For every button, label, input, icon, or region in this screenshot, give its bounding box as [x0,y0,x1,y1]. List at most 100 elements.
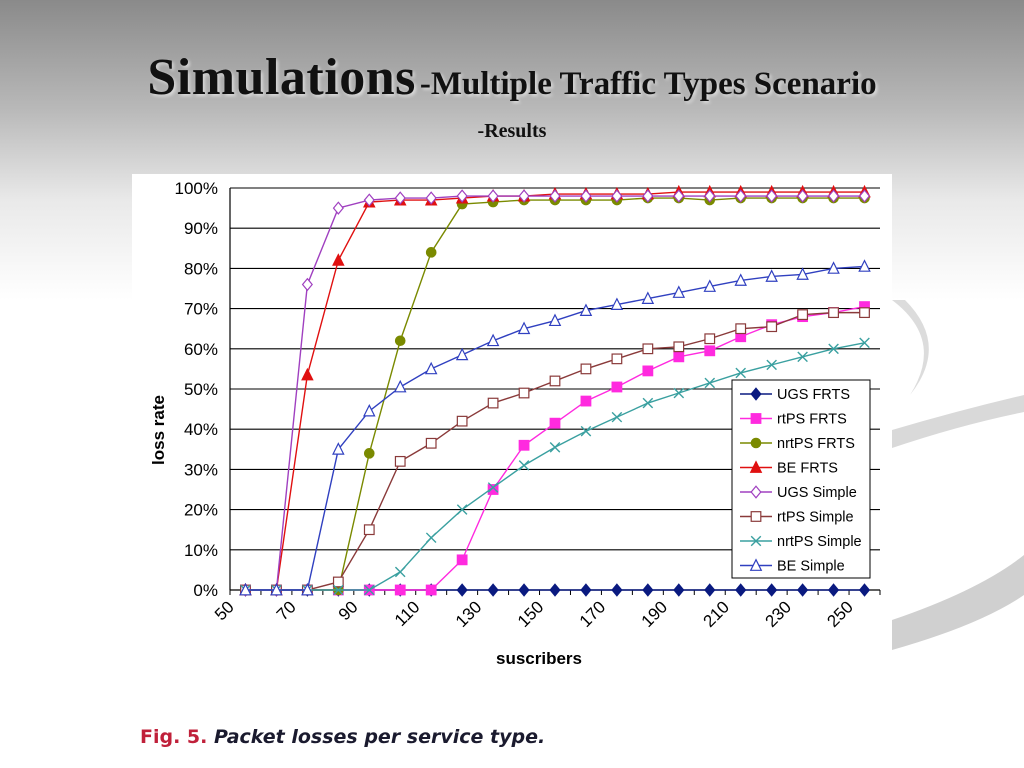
legend-label-rtps-simple: rtPS Simple [777,510,854,526]
x-tick-label: 170 [576,597,609,630]
legend-marker-ugs-frts [750,387,762,401]
data-point [704,377,716,389]
x-stroke [363,584,375,596]
data-point [797,189,809,203]
data-point [672,285,686,298]
caption-figure-number: Fig. 5. [140,726,208,748]
data-point [766,189,778,203]
data-point [858,259,871,272]
y-ticks: 0% 10% 20% 30% 40% 50% 60% 70% 80% 90% 100% [175,179,218,600]
data-point [363,403,376,417]
data-point [301,367,314,381]
legend-label-nrtps-frts: nrtPS FRTS [777,436,855,452]
data-point [394,335,406,347]
data-point [642,397,654,409]
data-point [425,532,437,544]
data-point [610,297,624,310]
loss-rate-chart: 0% 10% 20% 30% 40% 50% 60% 70% 80% 90% 100% 50 70 90… [149,179,881,668]
data-point [642,343,654,355]
data-point [641,291,655,304]
data-point [642,189,654,203]
data-point [393,379,407,393]
x-tick-label: 110 [391,597,424,630]
data-point [332,253,345,266]
data-point [827,261,840,274]
y-tick-label: 20% [184,501,218,520]
x-stroke [750,535,762,547]
legend-label-ugs-frts: UGS FRTS [777,387,850,403]
data-point [332,576,344,588]
data-point [611,411,623,423]
data-point [394,566,406,578]
data-point [704,583,716,597]
data-point [425,584,437,596]
data-point [735,367,747,379]
x-ticks: 50 70 90 110 130 150 170 190 210 230 250 [211,597,857,630]
data-point [673,189,685,203]
figure-caption: Fig. 5. Packet losses per service type. [140,726,545,748]
data-point [549,189,561,203]
x-stroke [735,367,747,379]
data-point [580,395,592,407]
data-point [704,189,716,203]
x-stroke [642,397,654,409]
y-tick-label: 0% [193,581,218,600]
data-point [611,381,623,393]
data-point [611,353,623,365]
data-point [487,189,499,203]
x-stroke [394,566,406,578]
data-point [518,387,530,399]
data-point [704,333,716,345]
slide-title-sub: -Multiple Traffic Types Scenario [419,66,877,102]
data-point [549,583,561,597]
data-point [642,583,654,597]
data-point [487,397,499,409]
data-point [828,343,839,355]
data-point [611,583,623,597]
data-point [735,583,747,597]
x-tick-label: 90 [335,597,362,624]
data-point [797,351,808,363]
data-point [673,583,685,597]
data-point [518,583,530,597]
data-point [580,363,592,375]
series-ugs-simple [239,189,871,597]
data-point [332,442,345,455]
data-point [580,425,592,437]
data-point [518,189,530,203]
legend-label-ugs-simple: UGS Simple [777,485,857,501]
legend-marker-nrtps-frts [750,437,762,449]
data-point [797,583,809,597]
data-point [486,333,500,347]
data-point [301,582,314,596]
data-point [487,583,499,597]
legend-marker-ugs-simple [750,485,762,499]
data-point [425,247,437,258]
x-tick-label: 210 [700,597,733,630]
data-point [518,460,530,471]
legend-label-be-frts: BE FRTS [777,461,838,477]
data-point [673,387,685,399]
data-point [703,279,717,292]
data-point [766,321,778,333]
x-stroke [580,425,592,437]
data-point [456,583,468,597]
data-point [858,189,871,203]
data-point [456,554,468,566]
data-point [424,361,438,375]
series-be-simple [239,259,871,596]
x-stroke [797,351,808,363]
slide-title-main: Simulations [147,49,416,106]
slide-title: Simulations -Multiple Traffic Types Scen… [0,48,1024,107]
data-point [425,437,437,449]
data-point [456,415,468,427]
x-stroke [425,532,437,544]
data-point [549,417,561,429]
x-stroke [859,337,870,349]
data-point [766,583,778,597]
data-point [517,321,531,335]
x-stroke [704,377,716,389]
legend-marker-nrtps-simple [750,535,762,547]
data-point [518,439,530,451]
legend-marker-rtps-frts [750,413,762,424]
